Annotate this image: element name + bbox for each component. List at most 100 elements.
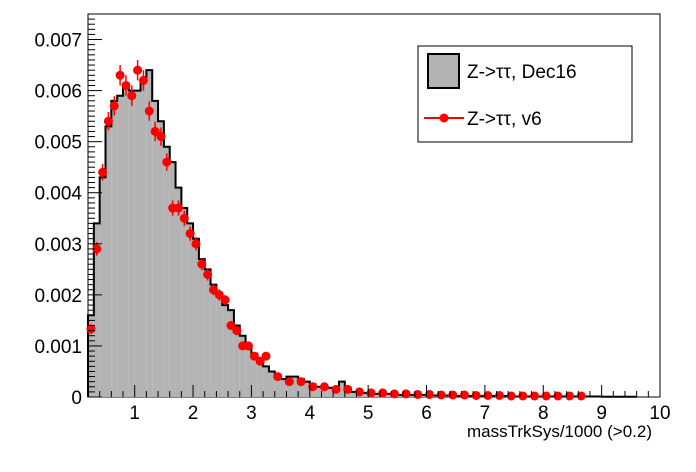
data-point xyxy=(483,390,493,400)
histogram-bin xyxy=(239,335,246,397)
y-axis: 0 0.001 0.002 0.003 0.004 0.005 0.006 0.007 xyxy=(34,13,102,409)
x-tick-label: 9 xyxy=(596,403,607,424)
data-point xyxy=(296,377,306,387)
data-point xyxy=(261,351,271,361)
data-point xyxy=(413,389,423,399)
histogram-bin xyxy=(303,381,310,397)
histogram-bin xyxy=(128,90,135,397)
data-point xyxy=(244,341,254,351)
x-tick-label: 1 xyxy=(129,403,140,424)
histogram-bin xyxy=(292,376,299,397)
histogram-bin xyxy=(257,361,264,397)
data-point xyxy=(203,269,213,279)
data-point xyxy=(144,106,154,116)
data-point xyxy=(179,213,189,223)
histogram-bin xyxy=(321,386,328,397)
histogram-bin xyxy=(140,80,147,398)
histogram-bin xyxy=(274,376,281,397)
data-point xyxy=(98,167,108,177)
histogram-bin xyxy=(245,345,252,397)
data-point xyxy=(156,132,166,142)
data-point xyxy=(232,326,242,336)
histogram-bin xyxy=(327,387,334,397)
histogram-bin xyxy=(338,381,345,397)
data-point xyxy=(273,372,283,382)
y-tick-label: 0.006 xyxy=(34,82,82,103)
histogram-bin xyxy=(198,259,205,397)
data-point xyxy=(109,101,119,111)
legend-box xyxy=(417,45,633,143)
histogram-bin xyxy=(187,223,194,397)
histogram-bin xyxy=(228,310,234,397)
data-point xyxy=(220,295,230,305)
data-point xyxy=(354,387,364,397)
y-tick-label: 0.007 xyxy=(34,31,82,52)
histogram-bin xyxy=(280,379,287,397)
data-point xyxy=(576,391,586,401)
histogram-bin xyxy=(99,177,106,397)
histogram-bin xyxy=(251,353,258,397)
histogram-bin xyxy=(193,238,199,397)
histogram-bin xyxy=(233,325,240,397)
x-axis-title: massTrkSys/1000 (>0.2) xyxy=(467,422,652,441)
y-tick-label: 0.001 xyxy=(34,337,82,358)
data-point xyxy=(308,382,318,392)
data-point xyxy=(448,390,458,400)
data-point xyxy=(150,126,160,136)
histogram-bin xyxy=(315,386,322,397)
histogram-bin xyxy=(175,187,182,397)
histogram-bin xyxy=(350,391,357,397)
data-point xyxy=(173,203,183,213)
data-point xyxy=(284,377,294,387)
legend-label-v6: Z->ττ, v6 xyxy=(467,109,542,130)
data-point xyxy=(197,259,207,269)
data-point xyxy=(249,351,259,361)
data-point xyxy=(185,229,195,239)
histogram-bin xyxy=(210,284,217,397)
x-tick-label: 8 xyxy=(538,403,549,424)
histogram-bin xyxy=(181,208,188,397)
y-tick-label: 0.002 xyxy=(34,286,82,307)
data-point xyxy=(459,390,469,400)
histogram-bin xyxy=(204,269,211,397)
histogram-bin xyxy=(268,371,275,397)
data-point xyxy=(319,382,329,392)
x-tick-label: 3 xyxy=(246,403,257,424)
data-point xyxy=(86,324,96,334)
histogram-bin xyxy=(123,85,129,397)
data-point xyxy=(226,321,236,331)
histogram-bin xyxy=(111,100,118,398)
x-tick-label: 7 xyxy=(480,403,491,424)
histogram-bin xyxy=(163,146,170,397)
x-tick-label: 2 xyxy=(188,403,199,424)
histogram-bin xyxy=(152,100,159,398)
histogram-bin xyxy=(216,294,223,397)
data-point xyxy=(553,391,563,401)
y-tick-label: 0.004 xyxy=(34,184,82,205)
data-point xyxy=(103,116,113,126)
data-point xyxy=(494,390,504,400)
data-point xyxy=(138,75,148,85)
data-point xyxy=(366,388,376,398)
marker-series-v6 xyxy=(86,59,586,401)
x-tick-label: 10 xyxy=(649,403,670,424)
histogram-bin xyxy=(117,95,124,397)
data-point xyxy=(541,391,551,401)
y-tick-label: 0.005 xyxy=(34,133,82,154)
data-point xyxy=(133,65,143,75)
data-point xyxy=(255,356,265,366)
legend: Z->ττ, Dec16 Z->ττ, v6 xyxy=(417,45,633,143)
histogram-bin xyxy=(105,126,112,397)
data-point xyxy=(530,391,540,401)
data-point xyxy=(127,91,137,101)
data-point xyxy=(471,390,481,400)
data-point xyxy=(331,384,341,394)
data-point xyxy=(191,239,201,249)
histogram-bin xyxy=(362,392,369,397)
data-point xyxy=(506,391,516,401)
data-point xyxy=(115,70,125,80)
histogram-bin xyxy=(93,223,100,397)
y-tick-label: 0 xyxy=(71,388,82,409)
legend-marker-v6 xyxy=(439,113,449,123)
